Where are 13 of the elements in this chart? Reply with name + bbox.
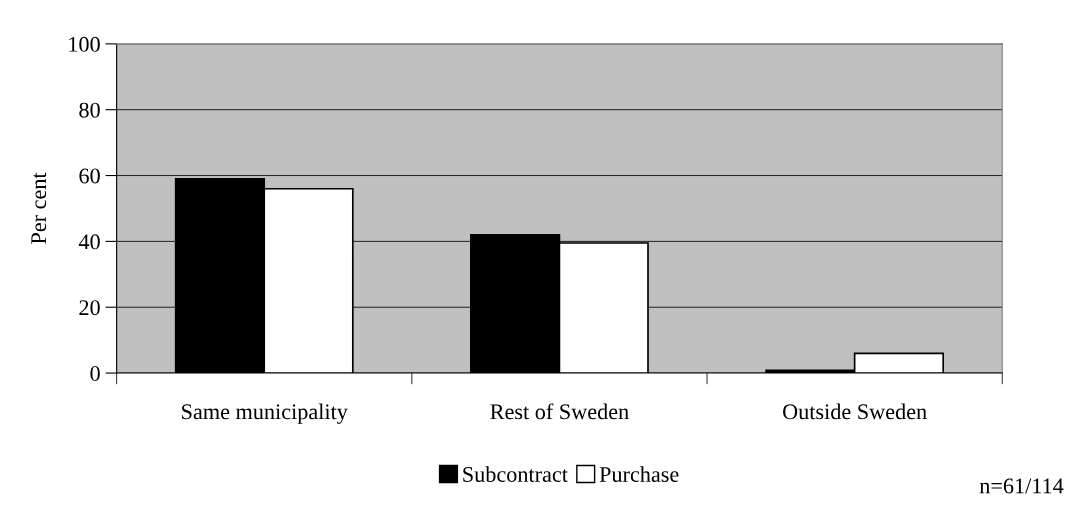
x-tick-label: Same municipality bbox=[182, 403, 348, 424]
y-tick-label: 40 bbox=[78, 234, 100, 250]
text: n=61/114 bbox=[979, 478, 1064, 494]
legend-label: Subcontract bbox=[463, 466, 568, 482]
x-tick-label: Outside Sweden bbox=[783, 403, 927, 420]
legend-label: Purchase bbox=[599, 466, 679, 482]
y-tick-label: 20 bbox=[79, 300, 100, 316]
y-tick-label: 100 bbox=[69, 36, 100, 52]
y-tick-label: 80 bbox=[79, 102, 100, 118]
y-axis-title: Per cent bbox=[31, 172, 47, 244]
x-tick-label: Rest of Sweden bbox=[490, 403, 629, 420]
y-tick-label: 0 bbox=[90, 366, 100, 381]
y-tick-label: 60 bbox=[79, 168, 100, 184]
